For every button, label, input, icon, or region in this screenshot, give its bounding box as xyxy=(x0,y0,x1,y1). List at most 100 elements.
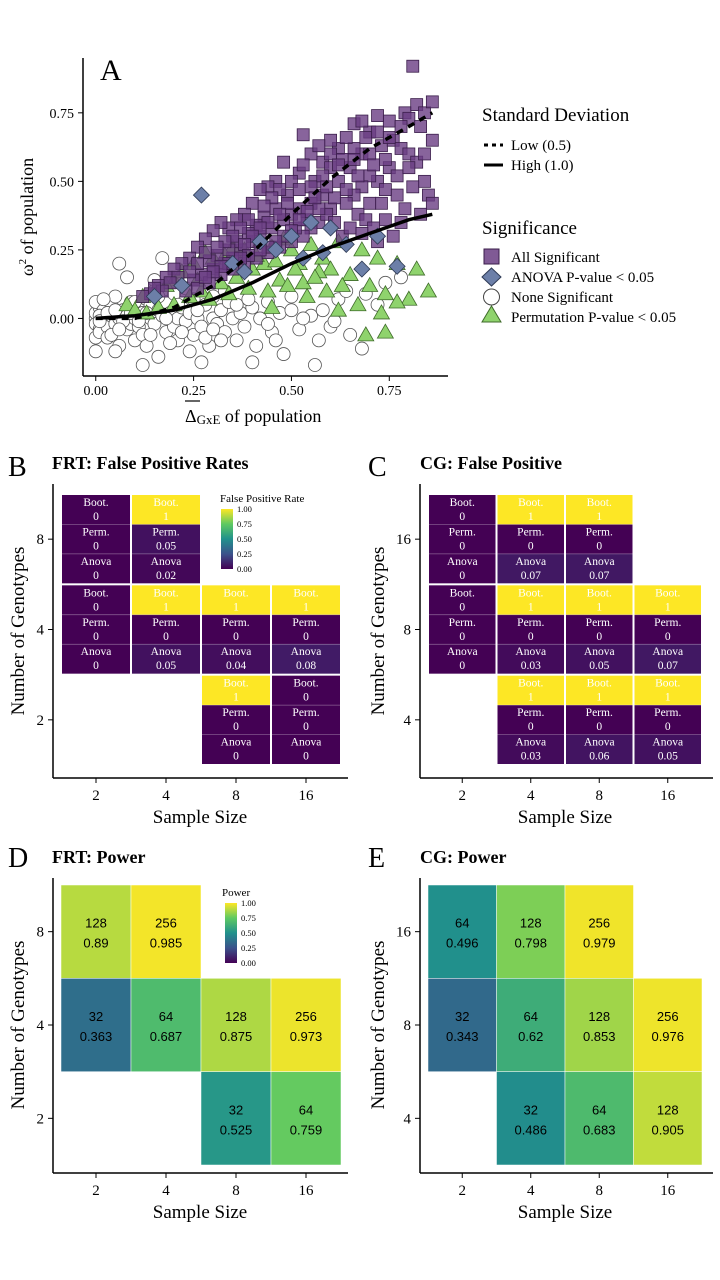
x-tick-label: 16 xyxy=(660,1183,676,1199)
heatmap-subcell-boot xyxy=(62,495,130,525)
cell-value-label: 0 xyxy=(233,721,239,733)
heatmap-subcell-anova xyxy=(497,553,564,584)
panel-letter: C xyxy=(368,452,387,483)
cell-value-label: 0 xyxy=(233,751,239,763)
panel-c-heatmap: C CG: False Positive Boot. 0 Perm. 0 Anova 0 B… xyxy=(368,452,713,828)
legend-tick-label: 1.00 xyxy=(241,898,256,908)
x-tick-label: 2 xyxy=(459,788,467,804)
heatmap-subcell-anova xyxy=(62,644,130,674)
point-none-significant xyxy=(135,358,150,372)
point-none-significant xyxy=(108,289,123,304)
heatmap-subcell-perm xyxy=(566,614,633,645)
heatmap-cell xyxy=(496,884,566,979)
cell-method-label: Boot. xyxy=(587,587,612,599)
cell-value-label: 0.973 xyxy=(290,1029,323,1044)
point-permutation xyxy=(278,276,297,292)
cell-method-label: Boot. xyxy=(83,497,108,509)
cell-n-label: 32 xyxy=(89,1009,103,1024)
point-anova xyxy=(192,186,210,204)
x-tick-label: 4 xyxy=(162,788,170,804)
cell-value-label: 0 xyxy=(459,660,465,672)
cell-value-label: 0 xyxy=(459,601,465,613)
cell-value-label: 0 xyxy=(459,540,465,552)
heatmap-subcell-perm xyxy=(62,614,130,645)
heatmap-subcell-boot xyxy=(132,585,200,615)
cell-method-label: Perm. xyxy=(517,707,544,719)
point-permutation xyxy=(263,298,281,314)
point-anova xyxy=(173,276,191,295)
point-all-significant xyxy=(296,128,310,142)
point-all-significant xyxy=(312,139,326,153)
cell-method-label: Anova xyxy=(515,556,546,568)
cell-method-label: Anova xyxy=(221,737,252,749)
legend-label: Permutation P-value < 0.05 xyxy=(511,310,676,326)
heatmap-subcell-boot xyxy=(429,585,496,615)
point-permutation xyxy=(321,260,340,276)
heatmap-subcell-perm xyxy=(497,705,564,735)
point-permutation xyxy=(302,235,320,251)
point-none-significant xyxy=(229,297,244,312)
point-none-significant xyxy=(249,338,264,353)
cell-method-label: Anova xyxy=(515,737,546,749)
cell-n-label: 128 xyxy=(657,1102,679,1117)
cell-value-label: 0 xyxy=(665,721,671,733)
y-tick-label: 8 xyxy=(404,623,412,639)
heatmap-subcell-boot xyxy=(202,585,270,615)
cell-value-label: 0.853 xyxy=(583,1029,616,1044)
heatmap-subcell-anova xyxy=(202,734,270,764)
x-axis-label: ΔGxE of population xyxy=(185,406,321,427)
point-permutation xyxy=(361,276,379,292)
heatmap-subcell-anova xyxy=(132,553,200,584)
heatmap-subcell-perm xyxy=(566,524,633,554)
x-tick-label: 16 xyxy=(660,788,676,804)
point-none-significant xyxy=(311,333,326,348)
point-permutation xyxy=(419,282,438,298)
x-axis-label: Sample Size xyxy=(153,1202,247,1223)
cell-value-label: 0.798 xyxy=(514,936,547,951)
cell-value-label: 0.06 xyxy=(589,751,609,763)
cell-method-label: Perm. xyxy=(152,526,179,538)
cell-value-label: 0.05 xyxy=(658,751,678,763)
point-anova xyxy=(145,287,164,306)
point-none-significant xyxy=(151,349,166,364)
point-all-significant xyxy=(398,202,412,216)
heatmap-cell xyxy=(633,978,703,1072)
y-tick-label: 4 xyxy=(37,623,45,639)
cell-method-label: Boot. xyxy=(83,587,108,599)
heatmap-subcell-anova xyxy=(634,734,701,764)
cell-method-label: Perm. xyxy=(222,617,249,629)
point-none-significant xyxy=(159,311,174,326)
x-tick-label: 2 xyxy=(92,788,100,804)
heatmap-cell xyxy=(60,884,132,979)
cell-n-label: 128 xyxy=(85,916,107,931)
point-all-significant xyxy=(210,240,224,254)
cell-method-label: Boot. xyxy=(450,587,475,599)
cell-value-label: 1 xyxy=(303,601,309,613)
point-none-significant xyxy=(296,311,311,326)
cell-value-label: 0 xyxy=(528,721,534,733)
heatmap-cell xyxy=(564,884,634,979)
heatmap-subcell-anova xyxy=(132,644,200,674)
cell-value-label: 0 xyxy=(665,631,671,643)
cell-value-label: 0 xyxy=(93,570,99,582)
legend-tick-label: 0.50 xyxy=(237,534,252,544)
cell-method-label: Perm. xyxy=(222,707,249,719)
heatmap-cell xyxy=(130,884,202,979)
point-none-significant xyxy=(120,270,134,285)
cell-n-label: 64 xyxy=(455,916,469,931)
cell-method-label: Boot. xyxy=(518,587,543,599)
point-permutation xyxy=(317,282,336,298)
y-tick-label: 8 xyxy=(37,925,45,941)
point-all-significant xyxy=(238,238,251,251)
legend-label: All Significant xyxy=(511,250,601,266)
point-all-significant xyxy=(355,114,369,128)
point-none-significant xyxy=(112,256,127,271)
heatmap-subcell-anova xyxy=(272,734,340,764)
point-all-significant xyxy=(390,169,404,183)
point-none-significant xyxy=(276,347,291,361)
legend-title: Significance xyxy=(482,218,577,239)
cell-value-label: 0.985 xyxy=(150,936,183,951)
heatmap-subcell-perm xyxy=(272,705,340,735)
y-axis-label: Number of Genotypes xyxy=(368,547,389,716)
cell-value-label: 1 xyxy=(596,692,602,704)
